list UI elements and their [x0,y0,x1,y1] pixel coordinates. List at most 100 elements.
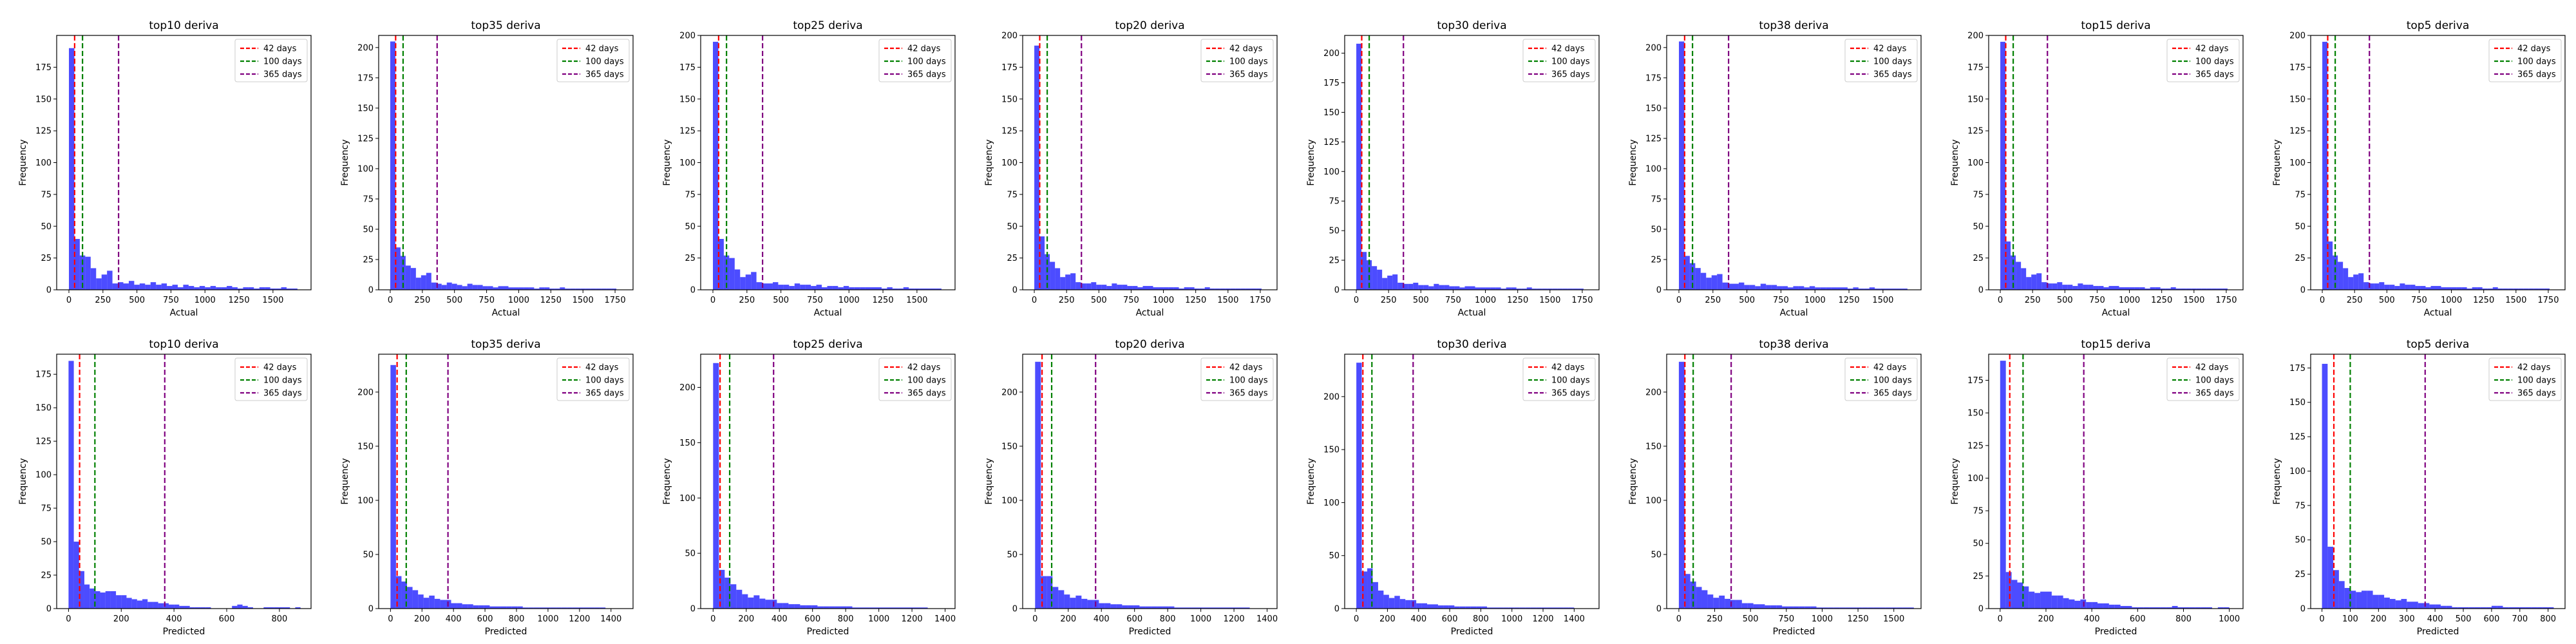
histogram-bar [79,255,86,290]
legend-box [234,357,308,401]
histogram-bar [2378,594,2385,609]
histogram-bar [1168,287,1174,290]
histogram-bar [1696,587,1702,609]
histogram-bar [869,607,876,609]
histogram-bar [1799,606,1805,609]
histogram-bar [1174,607,1180,609]
histogram-bar [105,591,111,609]
histogram-bar [1055,268,1061,290]
x-tick-label: 1000 [868,614,889,624]
y-tick-label: 0 [2300,605,2306,614]
histogram-bar [2452,607,2458,609]
histogram-bar [79,571,84,609]
chart-title: top38 deriva [1759,19,1828,32]
histogram-bar [1046,576,1053,609]
histogram-bar [101,274,108,290]
histogram-bar [1137,287,1143,290]
histogram-bar [2384,597,2390,609]
histogram-bar [1713,598,1719,609]
histogram-bar [2134,287,2140,290]
x-tick-label: 500 [2456,614,2472,624]
histogram-bar [596,289,601,290]
histogram-bar [2486,607,2492,609]
histogram-bar [84,584,90,609]
y-axis-label: Frequency [662,458,672,504]
histogram-bar [549,289,555,290]
legend: 42 days 100 days 365 days [1844,39,1918,82]
y-tick-label: 100 [679,494,696,504]
histogram-bar [1225,289,1231,290]
histogram-bar [2519,607,2526,609]
histogram-bar [1413,282,1419,290]
chart-panel: 0 250 500 750 1000 1250 1500 1750 0 25 50 75 100 125 1… [984,19,1278,318]
histogram-bar [1180,607,1186,609]
histogram-bar [418,594,424,609]
histogram-bar [128,281,135,290]
y-tick-label: 200 [1645,388,1662,397]
y-tick-label: 125 [2289,127,2306,137]
histogram-bar [1382,278,1388,290]
y-tick-label: 100 [2289,467,2306,477]
histogram-bar [723,255,730,290]
histogram-bar [1771,285,1777,290]
histogram-bar [2189,607,2195,609]
histogram-bar [2000,361,2006,609]
histogram-bar [2041,282,2047,290]
x-tick-label: 600 [2130,614,2146,624]
y-tick-label: 200 [1001,388,1018,397]
y-tick-label: 150 [679,95,696,104]
legend-box [1844,357,1918,401]
histogram-bar [1465,606,1471,609]
chart-title: top15 deriva [2081,338,2150,351]
histogram-bar [1204,287,1210,290]
histogram-bar [1454,286,1460,290]
histogram-bar [1191,607,1198,609]
histogram-bar [2518,289,2524,290]
y-tick-label: 50 [1329,227,1340,236]
legend-label: 42 days [1551,44,1585,54]
histogram-bar [2196,289,2202,290]
histogram-bar [2480,607,2486,609]
histogram-bar [876,287,882,290]
x-tick-label: 1400 [934,614,956,624]
histogram-bar [145,285,151,290]
y-tick-label: 0 [1978,286,1984,296]
histogram-bar [817,606,824,609]
x-axis-label: Predicted [1129,627,1171,637]
y-tick-label: 75 [41,504,52,514]
histogram-bar [2514,607,2520,609]
histogram-bar [2201,289,2207,290]
histogram-bar [1864,289,1870,290]
y-tick-label: 75 [1329,197,1340,207]
x-tick-label: 0 [66,296,71,305]
histogram-bar [434,598,440,609]
histogram-bar [800,605,806,609]
histogram-bar [2441,287,2447,290]
histogram-bar [2191,289,2197,290]
histogram-bar [1122,605,1128,609]
histogram-bar [2503,607,2509,609]
x-tick-label: 250 [2347,296,2363,305]
y-tick-label: 75 [363,194,374,204]
histogram-bar [1209,607,1215,609]
y-axis-label: Frequency [18,458,28,504]
legend-box [2166,357,2240,401]
histogram-bar [1480,287,1486,290]
x-tick-label: 800 [2175,614,2192,624]
histogram-bar [2423,603,2430,609]
histogram-bar [729,258,735,290]
histogram-bar [849,287,855,290]
histogram-bar [1064,594,1070,609]
legend: 42 days 100 days 365 days [1200,39,1274,82]
histogram-bar [2497,289,2503,290]
histogram-bar [73,542,79,609]
x-tick-label: 1500 [262,296,283,305]
histogram-bar [174,604,180,609]
x-tick-label: 1000 [1804,296,1826,305]
x-tick-label: 1750 [1249,296,1271,305]
legend-label: 365 days [1229,70,1268,80]
x-tick-label: 1250 [2473,296,2494,305]
histogram-bar [1168,606,1175,609]
histogram-bar [1449,286,1455,290]
histogram-bar [1782,286,1788,290]
